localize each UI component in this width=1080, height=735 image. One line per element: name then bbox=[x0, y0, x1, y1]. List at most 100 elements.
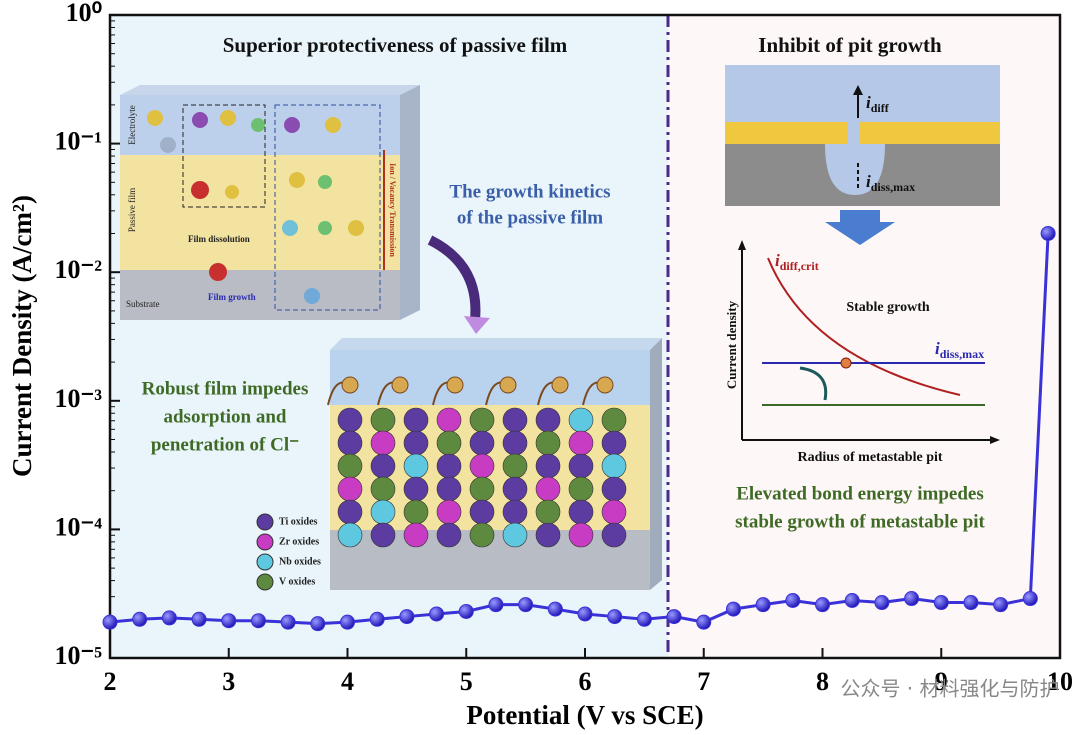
data-point bbox=[904, 591, 920, 607]
passive-film-schematic bbox=[120, 85, 420, 320]
data-point bbox=[488, 597, 504, 613]
oxide-ball bbox=[403, 453, 429, 479]
annotation: Inhibit of pit growth bbox=[758, 33, 942, 57]
oxide-ball bbox=[370, 499, 396, 525]
oxide-ball bbox=[469, 499, 495, 525]
oxide-ball bbox=[502, 522, 528, 548]
annotation: V oxides bbox=[279, 576, 315, 587]
annotation: Stable growth bbox=[846, 300, 930, 315]
x-tick-label: 4 bbox=[341, 667, 354, 696]
oxide-ball bbox=[403, 476, 429, 502]
annotation: penetration of Cl⁻ bbox=[151, 434, 299, 455]
oxide-ball bbox=[502, 476, 528, 502]
symbol: i bbox=[866, 93, 871, 112]
oxide-ball bbox=[601, 430, 627, 456]
oxide-ball bbox=[568, 430, 594, 456]
data-point bbox=[1040, 225, 1056, 241]
data-point bbox=[993, 597, 1009, 613]
x-tick-label: 10 bbox=[1047, 667, 1073, 696]
oxide-ball bbox=[502, 499, 528, 525]
oxide-block bbox=[327, 338, 662, 590]
arrow bbox=[427, 235, 481, 321]
data-point bbox=[755, 597, 771, 613]
annotation: Ion / Vacancy Transmission bbox=[388, 163, 397, 257]
oxide-ball bbox=[370, 453, 396, 479]
oxide-ball bbox=[436, 522, 462, 548]
data-point bbox=[815, 597, 830, 613]
oxide-ball bbox=[403, 499, 429, 525]
annotation: Superior protectiveness of passive film bbox=[223, 33, 568, 57]
x-axis-title: Potential (V vs SCE) bbox=[466, 700, 703, 730]
annotation: Ti oxides bbox=[279, 516, 318, 527]
annotation: Passive film bbox=[127, 188, 137, 232]
data-point bbox=[547, 601, 563, 617]
annotation: Nb oxides bbox=[279, 556, 321, 567]
x-tick-label: 2 bbox=[104, 667, 117, 696]
symbol: i bbox=[866, 172, 871, 191]
annotation: Zr oxides bbox=[279, 536, 319, 547]
oxide-ball bbox=[535, 499, 561, 525]
x-tick-label: 8 bbox=[816, 667, 829, 696]
oxide-ball bbox=[337, 407, 363, 433]
annotation: Electrolyte bbox=[127, 105, 137, 144]
oxide-ball bbox=[436, 499, 462, 525]
data-point bbox=[636, 611, 652, 627]
annotation: Substrate bbox=[126, 299, 160, 309]
subscript: diff,crit bbox=[780, 259, 819, 273]
oxide-ball bbox=[502, 430, 528, 456]
oxide-ball bbox=[469, 476, 495, 502]
data-point bbox=[933, 595, 949, 611]
symbol: i bbox=[775, 251, 780, 270]
oxide-ball bbox=[601, 453, 627, 479]
cl-ion bbox=[446, 376, 464, 394]
data-point bbox=[458, 603, 474, 619]
legend-ball bbox=[256, 573, 274, 591]
y-tick-label: 10⁻² bbox=[54, 255, 102, 284]
data-point bbox=[310, 616, 326, 632]
oxide-ball bbox=[370, 407, 396, 433]
annotation: Robust film impedes bbox=[142, 378, 309, 399]
annotation: Film growth bbox=[208, 292, 256, 302]
oxide-ball bbox=[535, 522, 561, 548]
x-tick-label: 3 bbox=[222, 667, 235, 696]
data-point bbox=[607, 609, 623, 625]
x-tick-label: 9 bbox=[935, 667, 948, 696]
data-point bbox=[369, 611, 385, 627]
oxide-ball bbox=[502, 453, 528, 479]
pit-schematic bbox=[725, 65, 1000, 245]
y-tick-label: 10⁻⁴ bbox=[54, 512, 102, 541]
data-point bbox=[963, 595, 979, 611]
oxide-ball bbox=[403, 430, 429, 456]
data-point bbox=[666, 609, 682, 625]
oxide-ball bbox=[469, 407, 495, 433]
oxide-ball bbox=[436, 476, 462, 502]
legend-ball bbox=[256, 553, 274, 571]
x-tick-label: 6 bbox=[579, 667, 592, 696]
oxide-ball bbox=[502, 407, 528, 433]
y-tick-label: 10⁻⁵ bbox=[54, 641, 102, 670]
oxide-ball bbox=[568, 453, 594, 479]
data-point bbox=[429, 606, 445, 622]
data-point bbox=[132, 611, 148, 627]
oxide-ball bbox=[535, 453, 561, 479]
legend-ball bbox=[256, 533, 274, 551]
annotation: Film dissolution bbox=[188, 234, 250, 244]
oxide-ball bbox=[436, 407, 462, 433]
cl-ion bbox=[341, 376, 359, 394]
annotation: The growth kinetics bbox=[449, 181, 610, 202]
oxide-ball bbox=[535, 430, 561, 456]
oxide-ball bbox=[601, 499, 627, 525]
oxide-ball bbox=[568, 407, 594, 433]
data-point bbox=[102, 614, 118, 630]
data-point bbox=[1022, 591, 1038, 607]
y-tick-label: 10⁰ bbox=[66, 0, 102, 27]
data-point bbox=[161, 610, 177, 626]
oxide-ball bbox=[370, 476, 396, 502]
oxide-ball bbox=[337, 476, 363, 502]
symbol: i bbox=[935, 339, 940, 358]
data-point bbox=[874, 595, 890, 611]
cl-ion bbox=[596, 376, 614, 394]
data-point bbox=[280, 614, 296, 630]
annotation: stable growth of metastable pit bbox=[735, 511, 985, 532]
